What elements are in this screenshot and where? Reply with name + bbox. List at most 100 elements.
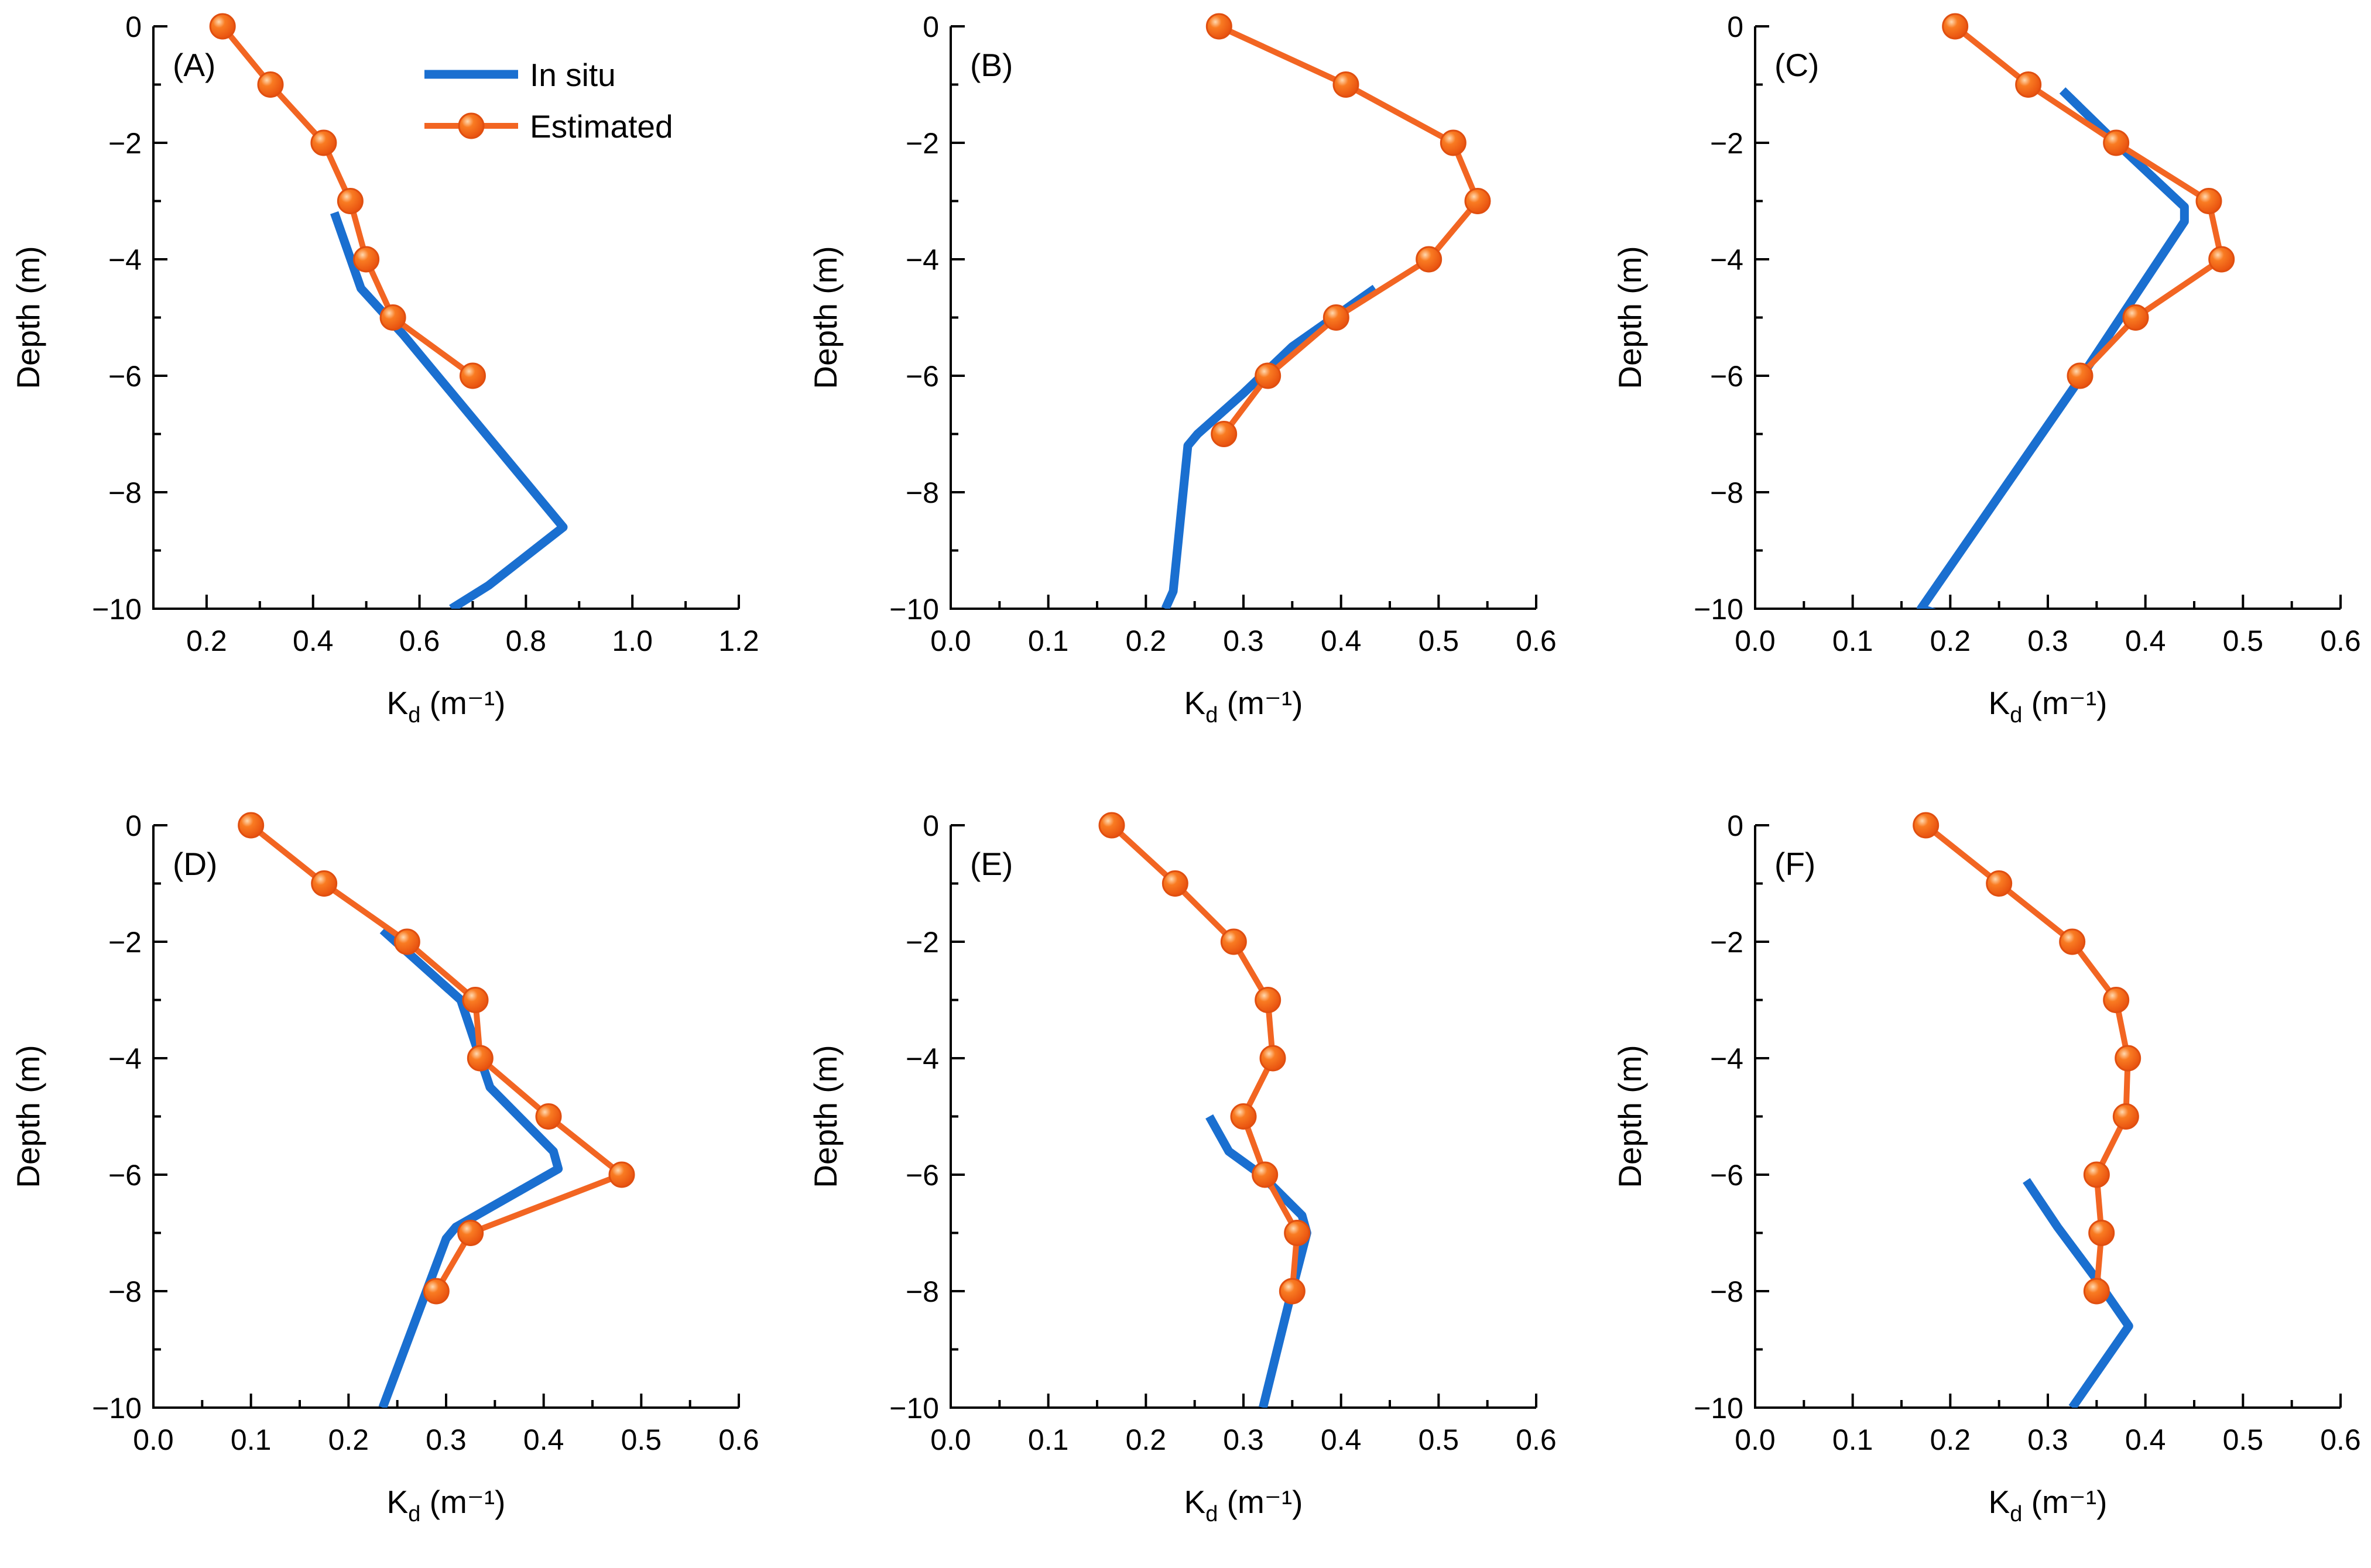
panel-label: (E): [970, 846, 1013, 882]
y-tick-label: −4: [108, 1042, 142, 1075]
x-tick-label: 0.3: [2027, 1423, 2068, 1456]
estimated-point: [1098, 812, 1125, 839]
estimated-point: [1986, 870, 2013, 897]
y-tick-label: −6: [906, 1159, 939, 1192]
x-tick-label: 0.6: [718, 1423, 759, 1456]
estimated-point: [2122, 304, 2149, 331]
x-tick-label: 0.6: [1516, 1423, 1557, 1456]
estimated-point: [1255, 362, 1282, 389]
panel-label: (B): [970, 47, 1013, 83]
x-tick-label: 0.2: [1126, 625, 1167, 657]
chart-panel-e: 0.0 0.1 0.2 0.3 0.4 0.5 0.6 0 −2 −4 −6 −8 −10 Kd (m⁻¹…: [807, 809, 1557, 1526]
x-tick-label: 0.1: [1028, 1423, 1069, 1456]
x-axis-label-k: K: [387, 1484, 409, 1520]
x-axis-label: Kd (m⁻¹): [387, 1484, 506, 1526]
legend: In situ Estimated: [424, 57, 673, 145]
y-tick-label: −8: [108, 476, 142, 509]
y-tick-label: −8: [906, 476, 939, 509]
x-tick-label: 0.3: [426, 1423, 467, 1456]
y-tick-label: 0: [923, 809, 939, 842]
y-tick-label: 0: [923, 11, 939, 43]
estimated-point: [311, 870, 338, 897]
y-axis-label: Depth (m): [1612, 246, 1648, 389]
x-tick-label: 0.2: [1930, 625, 1971, 657]
x-tick-label: 0.0: [1735, 1423, 1776, 1456]
x-tick-label: 0.4: [1321, 1423, 1362, 1456]
y-tick-label: −8: [108, 1275, 142, 1308]
x-tick-label: 0.1: [1028, 625, 1069, 657]
y-tick-label: −4: [906, 1042, 939, 1075]
y-tick-label: −6: [906, 360, 939, 393]
estimated-series-line: [1218, 23, 1481, 436]
estimated-point: [1322, 304, 1349, 331]
estimated-point: [462, 987, 489, 1013]
x-axis-label-unit: (m⁻¹): [2022, 685, 2107, 721]
panel-label: (A): [173, 47, 215, 83]
estimated-point: [1255, 987, 1282, 1013]
y-tick-label: −6: [108, 360, 142, 393]
chart-panel-b: 0.0 0.1 0.2 0.3 0.4 0.5 0.6 0 −2 −4 −6 −8 −10 Kd (m⁻¹…: [807, 11, 1557, 728]
x-tick-label: 0.3: [2027, 625, 2068, 657]
estimated-point: [457, 1220, 484, 1246]
y-axis-label: Depth (m): [807, 246, 844, 389]
estimated-point: [1913, 812, 1940, 839]
estimated-point: [1942, 13, 1969, 40]
x-axis-label: Kd (m⁻¹): [1989, 685, 2108, 728]
insitu-series-line: [378, 927, 563, 1408]
estimated-point: [2112, 1103, 2139, 1130]
insitu-series-line: [1916, 87, 2189, 609]
chart-panel-f: 0.0 0.1 0.2 0.3 0.4 0.5 0.6 0 −2 −4 −6 −8 −10 Kd (m⁻¹…: [1612, 809, 2361, 1526]
estimated-point: [1259, 1045, 1286, 1072]
x-tick-label: 0.6: [2320, 1423, 2361, 1456]
y-tick-label: −8: [1710, 1275, 1743, 1308]
y-axis-label: Depth (m): [1612, 1045, 1648, 1188]
estimated-point: [467, 1045, 494, 1072]
plot-area: [1161, 13, 1491, 609]
estimated-point: [238, 812, 265, 839]
legend-estimated-label: Estimated: [530, 108, 673, 145]
estimated-point: [1220, 928, 1247, 955]
plot-area: [238, 812, 635, 1408]
estimated-point: [1205, 13, 1232, 40]
x-axis-label-sub: d: [408, 703, 420, 728]
y-tick-label: −4: [906, 243, 939, 276]
estimated-point: [1284, 1220, 1311, 1246]
y-tick-label: −10: [92, 593, 142, 626]
x-tick-label: 0.2: [1126, 1423, 1167, 1456]
estimated-point: [2088, 1220, 2115, 1246]
insitu-series-line: [330, 211, 568, 609]
x-axis-label-sub: d: [408, 1502, 420, 1526]
y-tick-label: −2: [906, 926, 939, 959]
estimated-point: [209, 13, 236, 40]
plot-area: [1916, 13, 2235, 609]
x-tick-label: 0.2: [1930, 1423, 1971, 1456]
y-tick-label: −4: [1710, 243, 1743, 276]
y-tick-label: −10: [1694, 1392, 1743, 1425]
estimated-point: [2195, 188, 2222, 214]
x-tick-label: 0.6: [2320, 625, 2361, 657]
estimated-point: [257, 71, 284, 98]
x-tick-label: 0.5: [1419, 625, 1459, 657]
y-tick-label: −10: [889, 593, 939, 626]
plot-area: [209, 13, 568, 609]
y-tick-label: −2: [906, 127, 939, 160]
estimated-point: [337, 188, 364, 214]
estimated-point: [1332, 71, 1359, 98]
x-axis-label: Kd (m⁻¹): [1184, 1484, 1303, 1526]
estimated-point: [423, 1278, 450, 1305]
x-tick-label: 0.3: [1223, 1423, 1264, 1456]
x-axis-label-unit: (m⁻¹): [1218, 1484, 1303, 1520]
y-axis-label: Depth (m): [10, 246, 46, 389]
x-tick-label: 0.5: [1419, 1423, 1459, 1456]
x-tick-label: 0.2: [186, 625, 227, 657]
x-axis-label-unit: (m⁻¹): [420, 685, 505, 721]
panel-label: (D): [173, 846, 217, 882]
x-tick-label: 1.2: [718, 625, 759, 657]
y-tick-label: −6: [1710, 360, 1743, 393]
estimated-point: [2103, 987, 2130, 1013]
x-tick-label: 0.0: [930, 625, 971, 657]
chart-panel-d: 0.0 0.1 0.2 0.3 0.4 0.5 0.6 0 −2 −4 −6 −8 −10 Kd (m⁻¹…: [10, 809, 759, 1526]
x-axis-label-unit: (m⁻¹): [2022, 1484, 2107, 1520]
legend-estimated-marker: [458, 112, 485, 139]
x-tick-label: 0.5: [2223, 625, 2264, 657]
